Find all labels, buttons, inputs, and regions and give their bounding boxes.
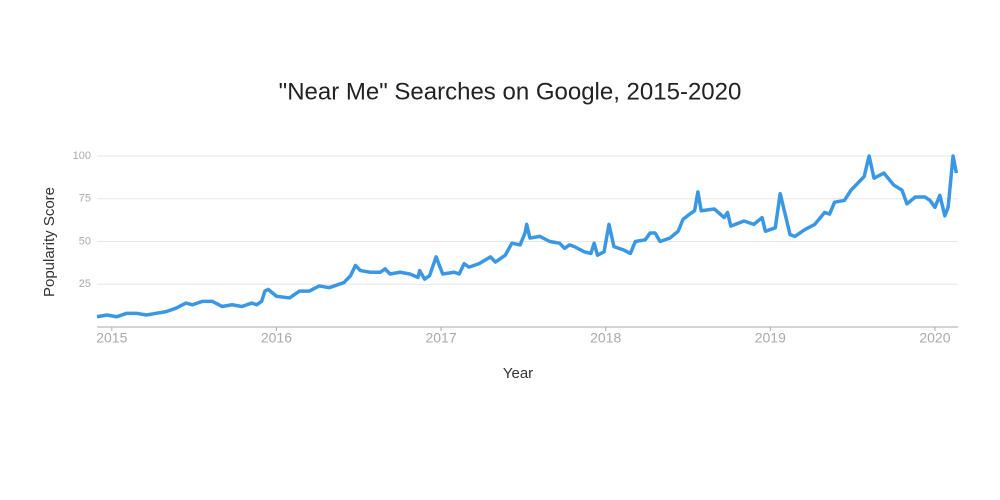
- chart-title: "Near Me" Searches on Google, 2015-2020: [279, 78, 742, 105]
- y-tick-label: 25: [79, 278, 91, 290]
- y-tick-label: 75: [79, 193, 91, 205]
- y-tick-label: 100: [73, 150, 91, 162]
- y-tick-label: 50: [79, 235, 91, 247]
- y-axis-label: Popularity Score: [41, 187, 58, 297]
- x-tick-label: 2015: [96, 330, 127, 346]
- x-tick-label: 2018: [590, 330, 621, 346]
- x-tick-label: 2020: [919, 330, 950, 346]
- x-tick-label: 2016: [261, 330, 292, 346]
- x-tick-label: 2017: [425, 330, 456, 346]
- x-tick-label: 2019: [755, 330, 786, 346]
- x-axis-label: Year: [503, 365, 533, 382]
- line-series: [96, 154, 959, 319]
